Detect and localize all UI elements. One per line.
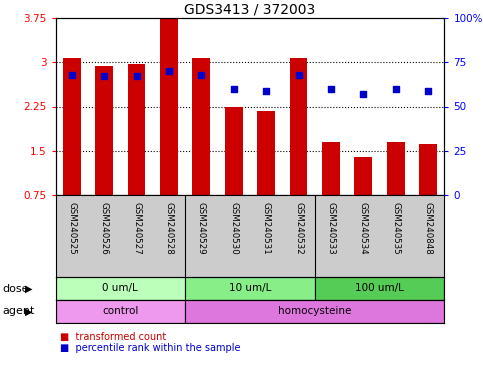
Text: ▶: ▶ bbox=[25, 306, 33, 316]
Point bbox=[133, 73, 141, 79]
Bar bbox=[322, 142, 340, 195]
Text: agent: agent bbox=[2, 306, 35, 316]
Bar bbox=[257, 111, 275, 195]
Bar bbox=[63, 58, 81, 195]
Text: 0 um/L: 0 um/L bbox=[102, 283, 138, 293]
Text: GSM240529: GSM240529 bbox=[197, 202, 206, 254]
Point bbox=[68, 71, 76, 78]
Bar bbox=[225, 106, 242, 195]
Bar bbox=[185, 277, 315, 300]
Text: GSM240534: GSM240534 bbox=[359, 202, 368, 254]
Bar bbox=[56, 277, 185, 300]
Text: 100 um/L: 100 um/L bbox=[355, 283, 404, 293]
Bar bbox=[192, 58, 210, 195]
Bar bbox=[128, 64, 145, 195]
Text: GSM240848: GSM240848 bbox=[424, 202, 433, 254]
Point bbox=[295, 71, 302, 78]
Bar bbox=[419, 144, 437, 195]
Bar bbox=[290, 58, 308, 195]
Text: ■  transformed count: ■ transformed count bbox=[60, 332, 167, 342]
Text: GSM240526: GSM240526 bbox=[99, 202, 109, 254]
Bar bbox=[387, 142, 405, 195]
Text: GSM240532: GSM240532 bbox=[294, 202, 303, 254]
Point bbox=[392, 86, 399, 92]
Text: ▶: ▶ bbox=[25, 283, 33, 293]
Text: homocysteine: homocysteine bbox=[278, 306, 352, 316]
Point bbox=[230, 86, 238, 92]
Text: GSM240527: GSM240527 bbox=[132, 202, 141, 254]
Bar bbox=[95, 66, 113, 195]
Point bbox=[327, 86, 335, 92]
Text: GSM240535: GSM240535 bbox=[391, 202, 400, 254]
Text: dose: dose bbox=[2, 283, 29, 293]
Text: control: control bbox=[102, 306, 139, 316]
Bar bbox=[56, 300, 185, 323]
Text: GSM240531: GSM240531 bbox=[262, 202, 270, 254]
Text: GSM240525: GSM240525 bbox=[67, 202, 76, 254]
Point bbox=[262, 88, 270, 94]
Point bbox=[100, 73, 108, 79]
Point bbox=[424, 88, 432, 94]
Text: 10 um/L: 10 um/L bbox=[229, 283, 271, 293]
Title: GDS3413 / 372003: GDS3413 / 372003 bbox=[185, 3, 315, 17]
Point bbox=[165, 68, 173, 74]
Point bbox=[198, 71, 205, 78]
Bar bbox=[185, 300, 444, 323]
Point bbox=[359, 91, 367, 97]
Text: GSM240530: GSM240530 bbox=[229, 202, 238, 254]
Text: GSM240528: GSM240528 bbox=[164, 202, 173, 254]
Bar bbox=[355, 157, 372, 195]
Bar bbox=[315, 277, 444, 300]
Text: ■  percentile rank within the sample: ■ percentile rank within the sample bbox=[60, 343, 241, 353]
Bar bbox=[160, 18, 178, 195]
Text: GSM240533: GSM240533 bbox=[327, 202, 336, 254]
